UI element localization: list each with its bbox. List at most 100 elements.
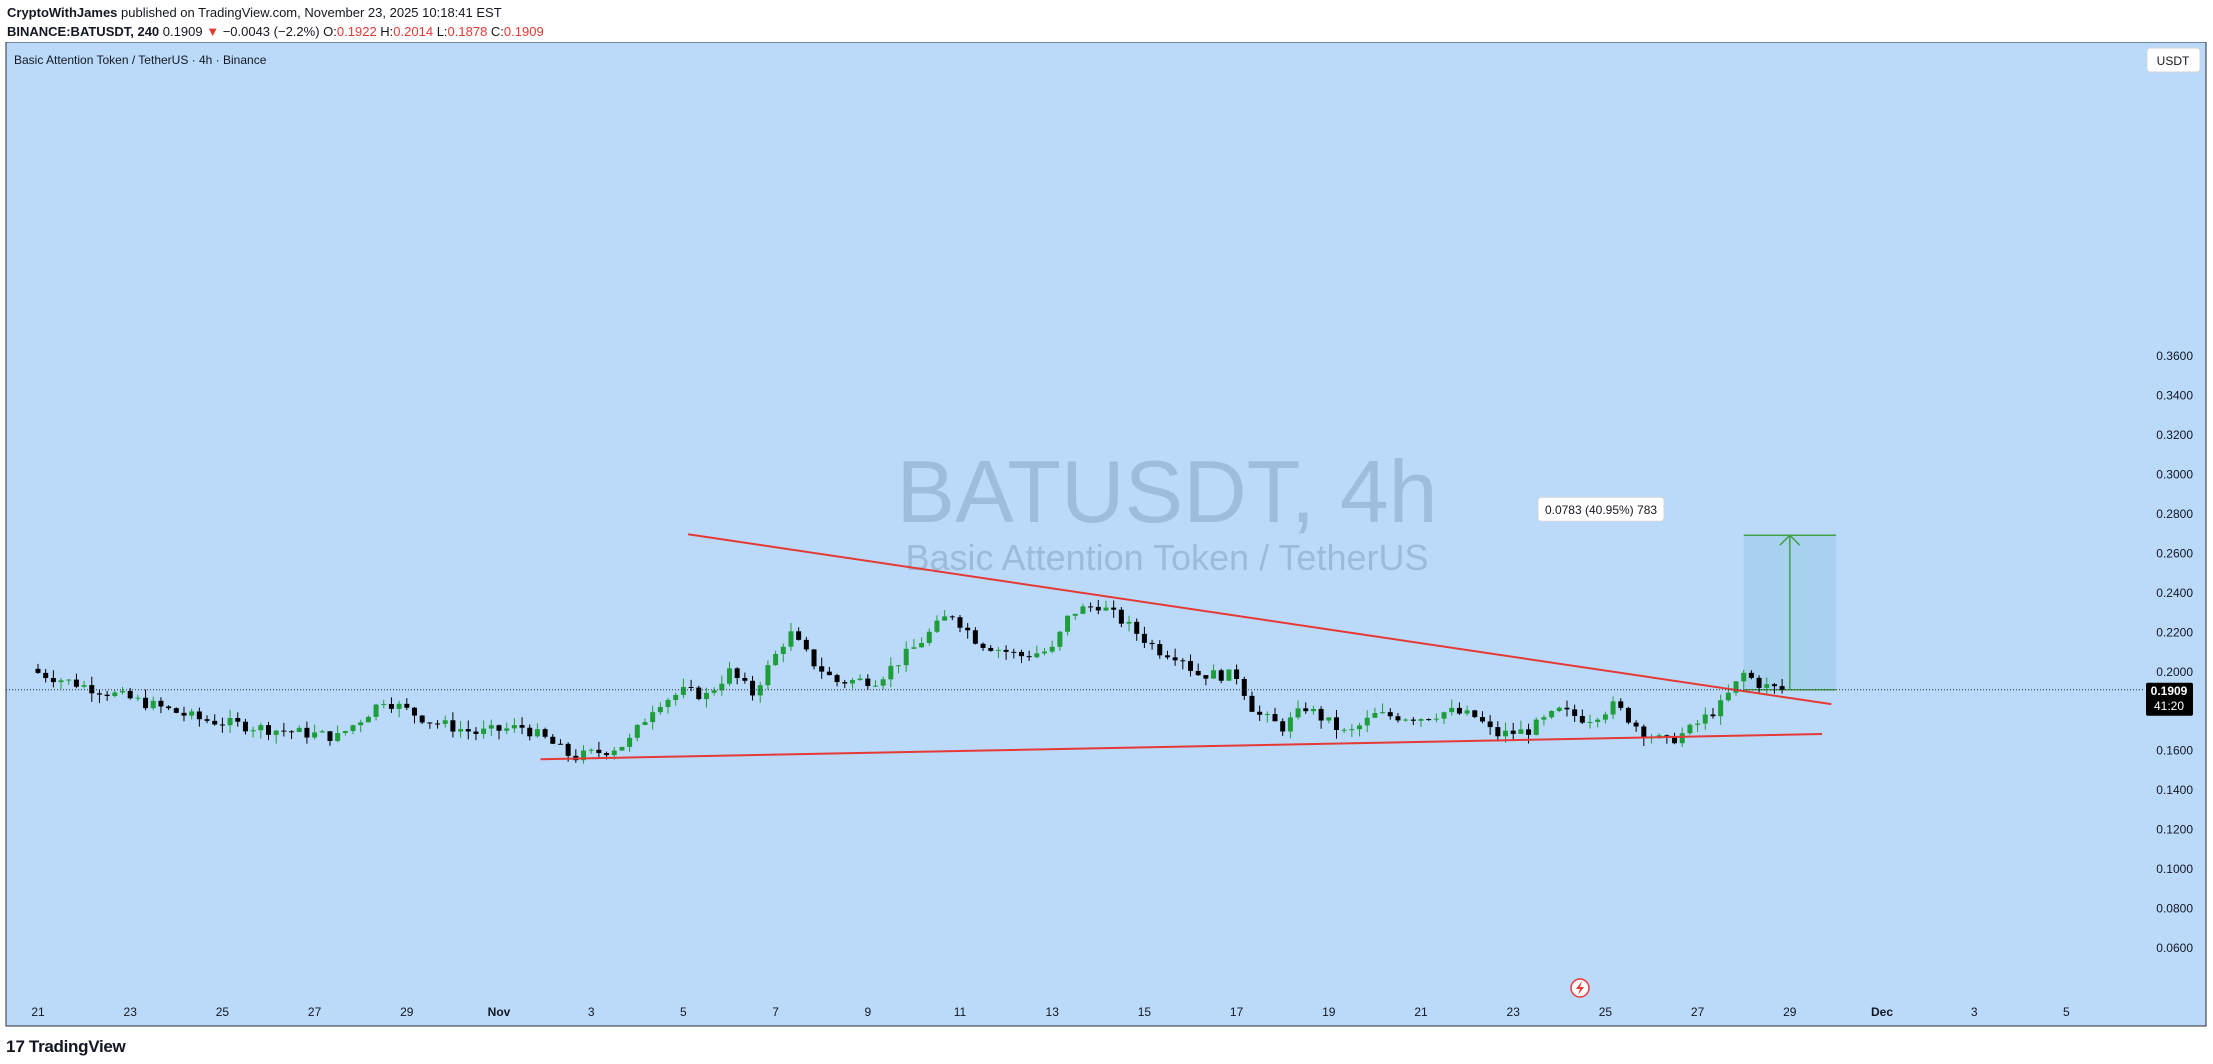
candle-body [880, 679, 886, 686]
candle-body [673, 694, 679, 700]
candle-body [166, 706, 172, 709]
candle-body [511, 725, 517, 729]
chart-title: Basic Attention Token / TetherUS · 4h · … [14, 53, 267, 67]
time-tick-label: 23 [124, 1005, 138, 1019]
candle-body [1464, 710, 1470, 714]
candle-body [227, 718, 233, 726]
chart-frame [5, 42, 2207, 1027]
candle-body [519, 725, 525, 728]
watermark-name: Basic Attention Token / TetherUS [906, 537, 1429, 578]
candle-body [1072, 613, 1078, 616]
candle-body [1687, 724, 1693, 734]
time-axis[interactable]: 21 23 25 27 29 Nov 3 5 7 9 11 13 15 17 19 21 23 25 27 29 Dec… [31, 1005, 2070, 1019]
time-tick-label: 25 [1599, 1005, 1613, 1019]
candle-body [1188, 660, 1193, 671]
candle-body [1080, 606, 1086, 614]
candle-body [143, 697, 149, 709]
last-price-countdown: 41:20 [2154, 699, 2184, 713]
candle-body [1418, 719, 1424, 721]
candle-body [888, 665, 894, 680]
candle-body [657, 706, 663, 713]
candle-body [289, 731, 295, 733]
candle-body [1503, 730, 1509, 737]
trendline[interactable] [687, 533, 1832, 706]
tradingview-logo-icon[interactable]: 17 [6, 1037, 25, 1056]
candle-body [926, 631, 932, 643]
candle-body [1556, 707, 1562, 712]
currency-button-label[interactable]: USDT [2157, 54, 2190, 68]
candle-body [258, 725, 264, 731]
candle-body [972, 630, 978, 644]
candle-body [1149, 642, 1155, 645]
currency-button[interactable]: USDT [2146, 47, 2201, 73]
candle-body [604, 753, 610, 756]
candle-body [1326, 717, 1332, 721]
time-tick-label: 21 [1414, 1005, 1428, 1019]
candle-body [350, 725, 356, 732]
candle-body [1472, 710, 1478, 718]
time-tick-label: 29 [1783, 1005, 1797, 1019]
lightning-icon[interactable] [1570, 978, 1590, 998]
candle-body [273, 730, 279, 735]
candle-body [58, 680, 64, 683]
time-tick-label: 27 [308, 1005, 322, 1019]
candle-body [834, 675, 840, 683]
candle-body [865, 678, 871, 687]
candle-body [734, 668, 740, 679]
candle-body [1495, 727, 1501, 737]
candle-body [957, 617, 963, 628]
publish-info: CryptoWithJames published on TradingView… [7, 3, 544, 22]
candle-body [266, 725, 271, 735]
candle-body [527, 727, 533, 737]
candle-body [504, 728, 510, 731]
candle-body [1410, 719, 1416, 721]
candle-body [565, 743, 571, 756]
candle-body [750, 680, 756, 696]
candle-body [849, 680, 855, 684]
candle-body [411, 707, 417, 716]
candle-body [304, 727, 310, 738]
candle-body [1195, 670, 1201, 676]
candle-body [803, 639, 809, 650]
target-arrow-head [1779, 534, 1801, 546]
candle-body [1441, 712, 1447, 719]
last-price-badge-bg [2146, 682, 2193, 716]
price-tick-label: 0.2400 [2156, 586, 2193, 600]
candle-body [1118, 609, 1124, 624]
price-chart[interactable]: BATUSDT, 4h Basic Attention Token / Teth… [0, 42, 2213, 1032]
candle-body [1510, 730, 1516, 734]
candle-body [711, 690, 717, 693]
high-key: H: [380, 24, 394, 39]
candle-body [965, 627, 971, 631]
candle-body [903, 648, 909, 666]
time-tick-label: 7 [772, 1005, 779, 1019]
candle-body [842, 682, 848, 684]
candle-body [150, 700, 156, 709]
currency-button-bg[interactable] [2146, 47, 2201, 73]
price-tick-label: 0.2600 [2156, 546, 2193, 560]
published-text: published on TradingView.com, November 2… [121, 5, 502, 20]
ohlc-legend: BINANCE:BATUSDT, 240 0.1909 ▼ −0.0043 (−… [7, 22, 544, 41]
candle-body [1587, 721, 1593, 723]
candle-body [381, 704, 387, 706]
trendline[interactable] [540, 732, 1823, 761]
trendlines[interactable] [540, 533, 1832, 761]
time-tick-label: 5 [2063, 1005, 2070, 1019]
tradingview-logo-text[interactable]: TradingView [28, 1037, 126, 1056]
candle-body [557, 743, 563, 745]
time-tick-label: 3 [1971, 1005, 1978, 1019]
candle-body [788, 631, 794, 647]
candle-body [1249, 695, 1255, 712]
author-name[interactable]: CryptoWithJames [7, 5, 118, 20]
candle-body [196, 711, 202, 720]
candle-body [634, 724, 640, 738]
candle-body [1280, 721, 1286, 732]
open-key: O: [323, 24, 337, 39]
candle-body [1018, 651, 1024, 657]
price-target-box[interactable]: 0.0783 (40.95%) 783 [1537, 496, 1836, 691]
footer: 17 TradingView [6, 1034, 126, 1060]
candle-body [819, 666, 825, 672]
down-arrow-icon: ▼ [206, 24, 220, 39]
candle-body [1310, 708, 1316, 712]
price-tick-label: 0.0600 [2156, 941, 2193, 955]
